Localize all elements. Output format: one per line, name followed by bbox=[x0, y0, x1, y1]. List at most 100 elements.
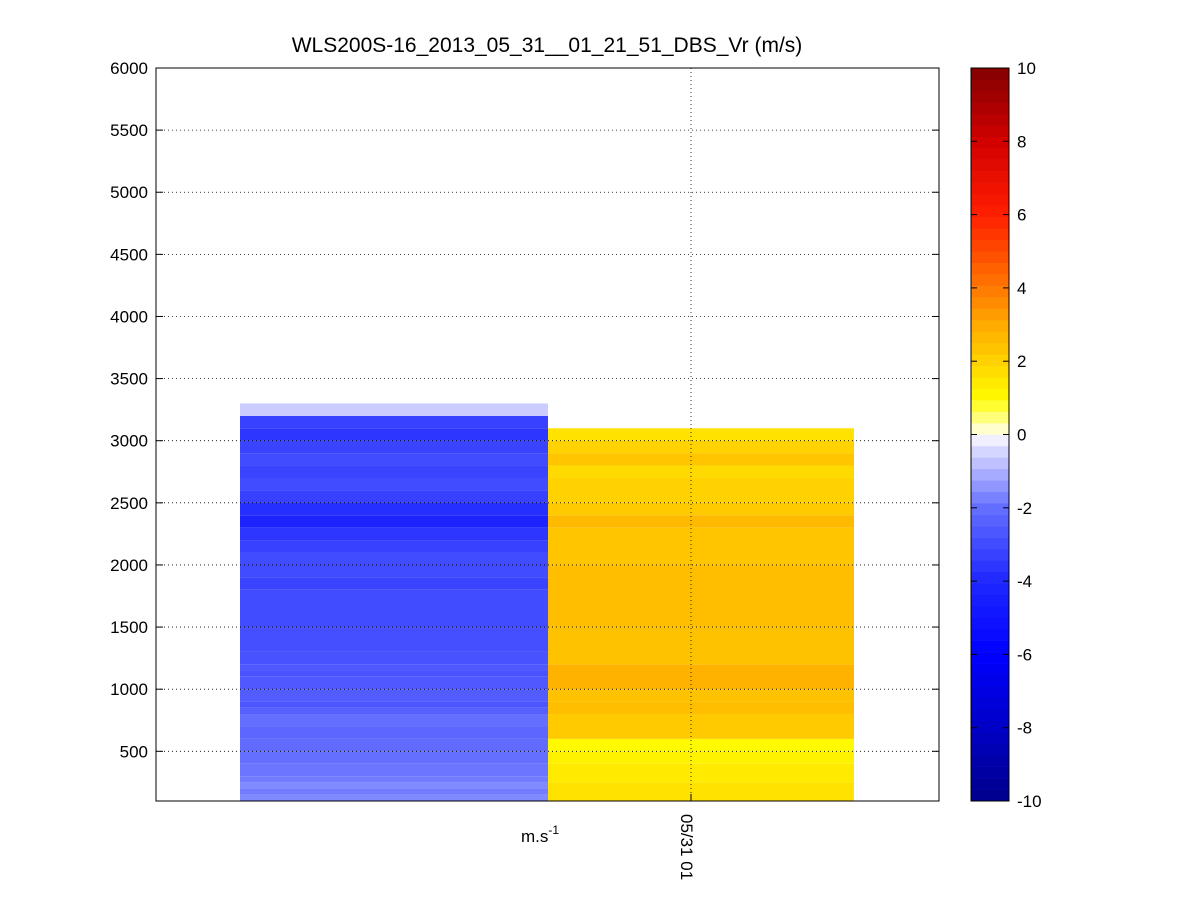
colorbar-band bbox=[971, 697, 1009, 710]
colorbar-band bbox=[971, 503, 1009, 515]
heatmap-cell bbox=[240, 428, 548, 441]
colorbar-band bbox=[971, 113, 1009, 126]
x-tick-label-units: m.s-1 bbox=[521, 823, 559, 846]
colorbar-band bbox=[971, 102, 1009, 115]
heatmap-cell bbox=[548, 477, 854, 503]
colorbar-band bbox=[971, 755, 1009, 767]
heatmap-cell bbox=[548, 751, 854, 764]
y-tick-label: 2500 bbox=[110, 494, 148, 513]
colorbar-band bbox=[971, 480, 1009, 493]
colorbar-band bbox=[971, 182, 1009, 195]
heatmap-cell bbox=[240, 552, 548, 578]
heatmap-cell bbox=[240, 515, 548, 528]
heatmap-cell bbox=[240, 664, 548, 671]
colorbar-band bbox=[971, 675, 1009, 687]
heatmap-cell bbox=[240, 577, 548, 590]
colorbar-tick-label: 0 bbox=[1017, 426, 1026, 445]
y-tick-label: 3000 bbox=[110, 432, 148, 451]
colorbar-band bbox=[971, 90, 1009, 103]
heatmap-cell bbox=[240, 714, 548, 727]
heatmap-cell bbox=[548, 714, 854, 739]
colorbar-band bbox=[971, 526, 1009, 538]
colorbar-band bbox=[971, 709, 1009, 722]
colorbar-band bbox=[971, 778, 1009, 790]
heatmap-cell bbox=[240, 453, 548, 466]
colorbar-band bbox=[971, 434, 1009, 447]
colorbar-band bbox=[971, 354, 1009, 367]
colorbar-band bbox=[971, 159, 1009, 172]
heatmap-cell bbox=[240, 477, 548, 491]
heatmap-cell bbox=[548, 738, 854, 752]
heatmap-cell bbox=[240, 676, 548, 690]
y-tick-label: 5000 bbox=[110, 183, 148, 202]
colorbar-tick-label: 10 bbox=[1017, 59, 1036, 78]
colorbar-band bbox=[971, 423, 1009, 435]
heatmap-cell bbox=[240, 726, 548, 739]
colorbar-band bbox=[971, 457, 1009, 470]
colorbar-band bbox=[971, 560, 1009, 573]
heatmap-cell bbox=[240, 502, 548, 516]
heatmap-cell bbox=[548, 465, 854, 478]
units-exponent: -1 bbox=[548, 823, 559, 837]
colorbar-band bbox=[971, 743, 1009, 756]
colorbar-band bbox=[971, 125, 1009, 138]
x-tick-label-time: 05/31 01 bbox=[677, 814, 696, 880]
heatmap-cell bbox=[548, 627, 854, 665]
colorbar-band bbox=[971, 331, 1009, 344]
colorbar-band bbox=[971, 663, 1009, 676]
plot-frame bbox=[155, 67, 940, 802]
colorbar-band bbox=[971, 652, 1009, 664]
y-tick-label: 4500 bbox=[110, 245, 148, 264]
colorbar-band bbox=[971, 205, 1009, 218]
heatmap-cell bbox=[240, 701, 548, 708]
colorbar-band bbox=[971, 468, 1009, 481]
colorbar-tick-label: -10 bbox=[1017, 792, 1042, 811]
colorbar-tick-label: -8 bbox=[1017, 719, 1032, 738]
colorbar-band bbox=[971, 365, 1009, 378]
x-axis: m.s-1 05/31 01 bbox=[521, 814, 696, 880]
colorbar-band bbox=[971, 411, 1009, 424]
colorbar-band bbox=[971, 640, 1009, 653]
heatmap-cell bbox=[548, 502, 854, 516]
heatmap-cell bbox=[548, 428, 854, 441]
heatmap-cell bbox=[548, 515, 854, 528]
heatmap-cell bbox=[240, 627, 548, 652]
colorbar: -10 -8 -6 -4 -2 0 2 4 6 8 10 bbox=[970, 59, 1042, 811]
y-tick-label: 5500 bbox=[110, 121, 148, 140]
colorbar-band bbox=[971, 789, 1009, 802]
colorbar-band bbox=[971, 571, 1009, 584]
colorbar-tick-label: 6 bbox=[1017, 206, 1026, 225]
heatmap-cell bbox=[240, 763, 548, 777]
colorbar-tick-label: 4 bbox=[1017, 279, 1026, 298]
colorbar-band bbox=[971, 514, 1009, 527]
colorbar-band bbox=[971, 617, 1009, 630]
colorbar-tick-label: 8 bbox=[1017, 132, 1026, 151]
heatmap-cell bbox=[240, 776, 548, 783]
colorbar-band bbox=[971, 766, 1009, 779]
y-tick-label: 500 bbox=[120, 742, 148, 761]
plot-area: 500 1000 1500 2000 2500 3000 3500 4000 4500 5000 5… bbox=[110, 59, 940, 802]
chart-title: WLS200S-16_2013_05_31__01_21_51_DBS_Vr (… bbox=[292, 34, 803, 57]
heatmap-cell bbox=[240, 689, 548, 702]
colorbar-band bbox=[971, 228, 1009, 241]
colorbar-band bbox=[971, 251, 1009, 264]
colorbar-band bbox=[971, 171, 1009, 183]
colorbar-band bbox=[971, 193, 1009, 206]
heatmap-cell bbox=[240, 738, 548, 752]
heatmap-cell bbox=[548, 440, 854, 454]
heatmap-cell bbox=[548, 782, 854, 801]
y-axis: 500 1000 1500 2000 2500 3000 3500 4000 4500 5000 5… bbox=[110, 59, 939, 801]
heatmap-cell bbox=[240, 707, 548, 715]
colorbar-tick-label: -4 bbox=[1017, 572, 1032, 591]
heatmap-cell bbox=[240, 490, 548, 503]
grid-lines bbox=[156, 67, 939, 801]
y-tick-label: 4000 bbox=[110, 307, 148, 326]
units-base: m.s bbox=[521, 827, 548, 846]
colorbar-band bbox=[971, 686, 1009, 699]
heatmap-cell bbox=[240, 794, 548, 801]
colorbar-tick-label: -6 bbox=[1017, 645, 1032, 664]
colorbar-band bbox=[971, 720, 1009, 733]
colorbar-band bbox=[971, 285, 1009, 298]
colorbar-band bbox=[971, 148, 1009, 160]
